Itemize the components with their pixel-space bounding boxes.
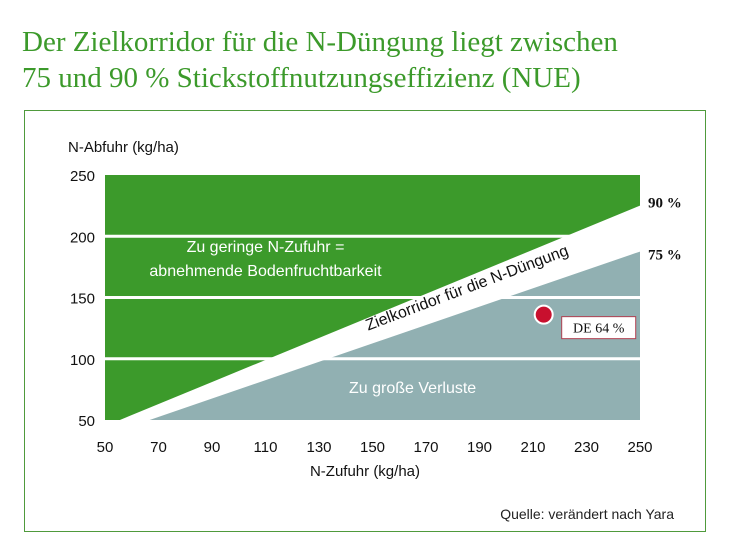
data-point-de (533, 304, 554, 325)
y-tick-label: 200 (70, 229, 95, 246)
source-note: Quelle: verändert nach Yara (500, 506, 674, 522)
y-tick-label: 150 (70, 291, 95, 308)
x-tick-label: 170 (413, 439, 438, 456)
line-label-75: 75 % (648, 248, 682, 264)
x-axis-title: N-Zufuhr (kg/ha) (310, 463, 420, 480)
y-axis-title: N-Abfuhr (kg/ha) (68, 139, 179, 156)
y-tick-label: 100 (70, 352, 95, 369)
region-losses (149, 251, 641, 420)
title-line-1: Der Zielkorridor für die N-Düngung liegt… (22, 26, 618, 58)
region-label-too-little: abnehmende Bodenfruchtbarkeit (149, 263, 382, 280)
x-tick-label: 230 (574, 439, 599, 456)
y-tick-label: 50 (78, 413, 95, 430)
x-tick-label: 210 (520, 439, 545, 456)
x-tick-label: 110 (254, 439, 278, 456)
y-tick-label: 250 (70, 168, 95, 185)
region-label-too-little: Zu geringe N-Zufuhr = (187, 239, 345, 256)
x-tick-label: 190 (467, 439, 492, 456)
data-point-de-label-box (561, 316, 637, 340)
x-tick-label: 70 (150, 439, 167, 456)
data-point-de-label: DE 64 % (573, 322, 625, 337)
x-tick-label: 130 (306, 439, 331, 456)
region-label-losses: Zu große Verluste (349, 380, 476, 397)
x-tick-label: 90 (204, 439, 221, 456)
title-line-2: 75 und 90 % Stickstoffnutzungseffizienz … (22, 62, 581, 94)
x-tick-label: 150 (360, 439, 385, 456)
x-tick-label: 50 (97, 439, 114, 456)
x-tick-label: 250 (627, 439, 652, 456)
chart-frame (24, 110, 706, 532)
line-label-90: 90 % (648, 196, 682, 212)
